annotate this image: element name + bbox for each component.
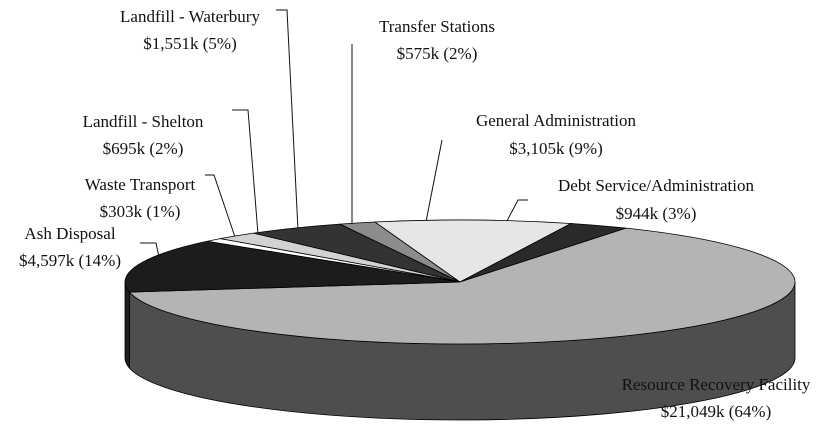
slice-label: Debt Service/Administration [558, 176, 754, 195]
pie-slice [253, 223, 461, 283]
slice-value-label: $1,551k (5%) [143, 34, 236, 53]
slice-value-label: $575k (2%) [397, 44, 478, 63]
leader-line [276, 9, 299, 231]
leaders [140, 9, 528, 263]
slice-value-label: $3,105k (9%) [509, 139, 602, 158]
slice-label: Landfill - Waterbury [120, 7, 260, 26]
slice-label: General Administration [476, 111, 637, 130]
pie-slice [124, 240, 461, 293]
slice-value-label: $4,597k (14%) [19, 251, 121, 270]
slice-label: Waste Transport [85, 175, 196, 194]
slice-value-label: $695k (2%) [103, 139, 184, 158]
slice-label: Landfill - Shelton [83, 112, 204, 131]
slice-value-label: $944k (3%) [616, 204, 697, 223]
pie-tops [124, 219, 796, 345]
pie-slice [128, 227, 796, 345]
pie-slice [373, 219, 573, 283]
slice-side [124, 281, 130, 370]
slice-value-label: $21,049k (64%) [661, 402, 771, 421]
slice-label: Transfer Stations [379, 17, 495, 36]
leader-line [232, 109, 259, 235]
slice-label: Ash Disposal [24, 224, 115, 243]
leader-line [205, 174, 237, 241]
slice-label: Resource Recovery Facility [622, 375, 811, 394]
leader-line [423, 139, 443, 233]
slice-value-label: $303k (1%) [100, 202, 181, 221]
